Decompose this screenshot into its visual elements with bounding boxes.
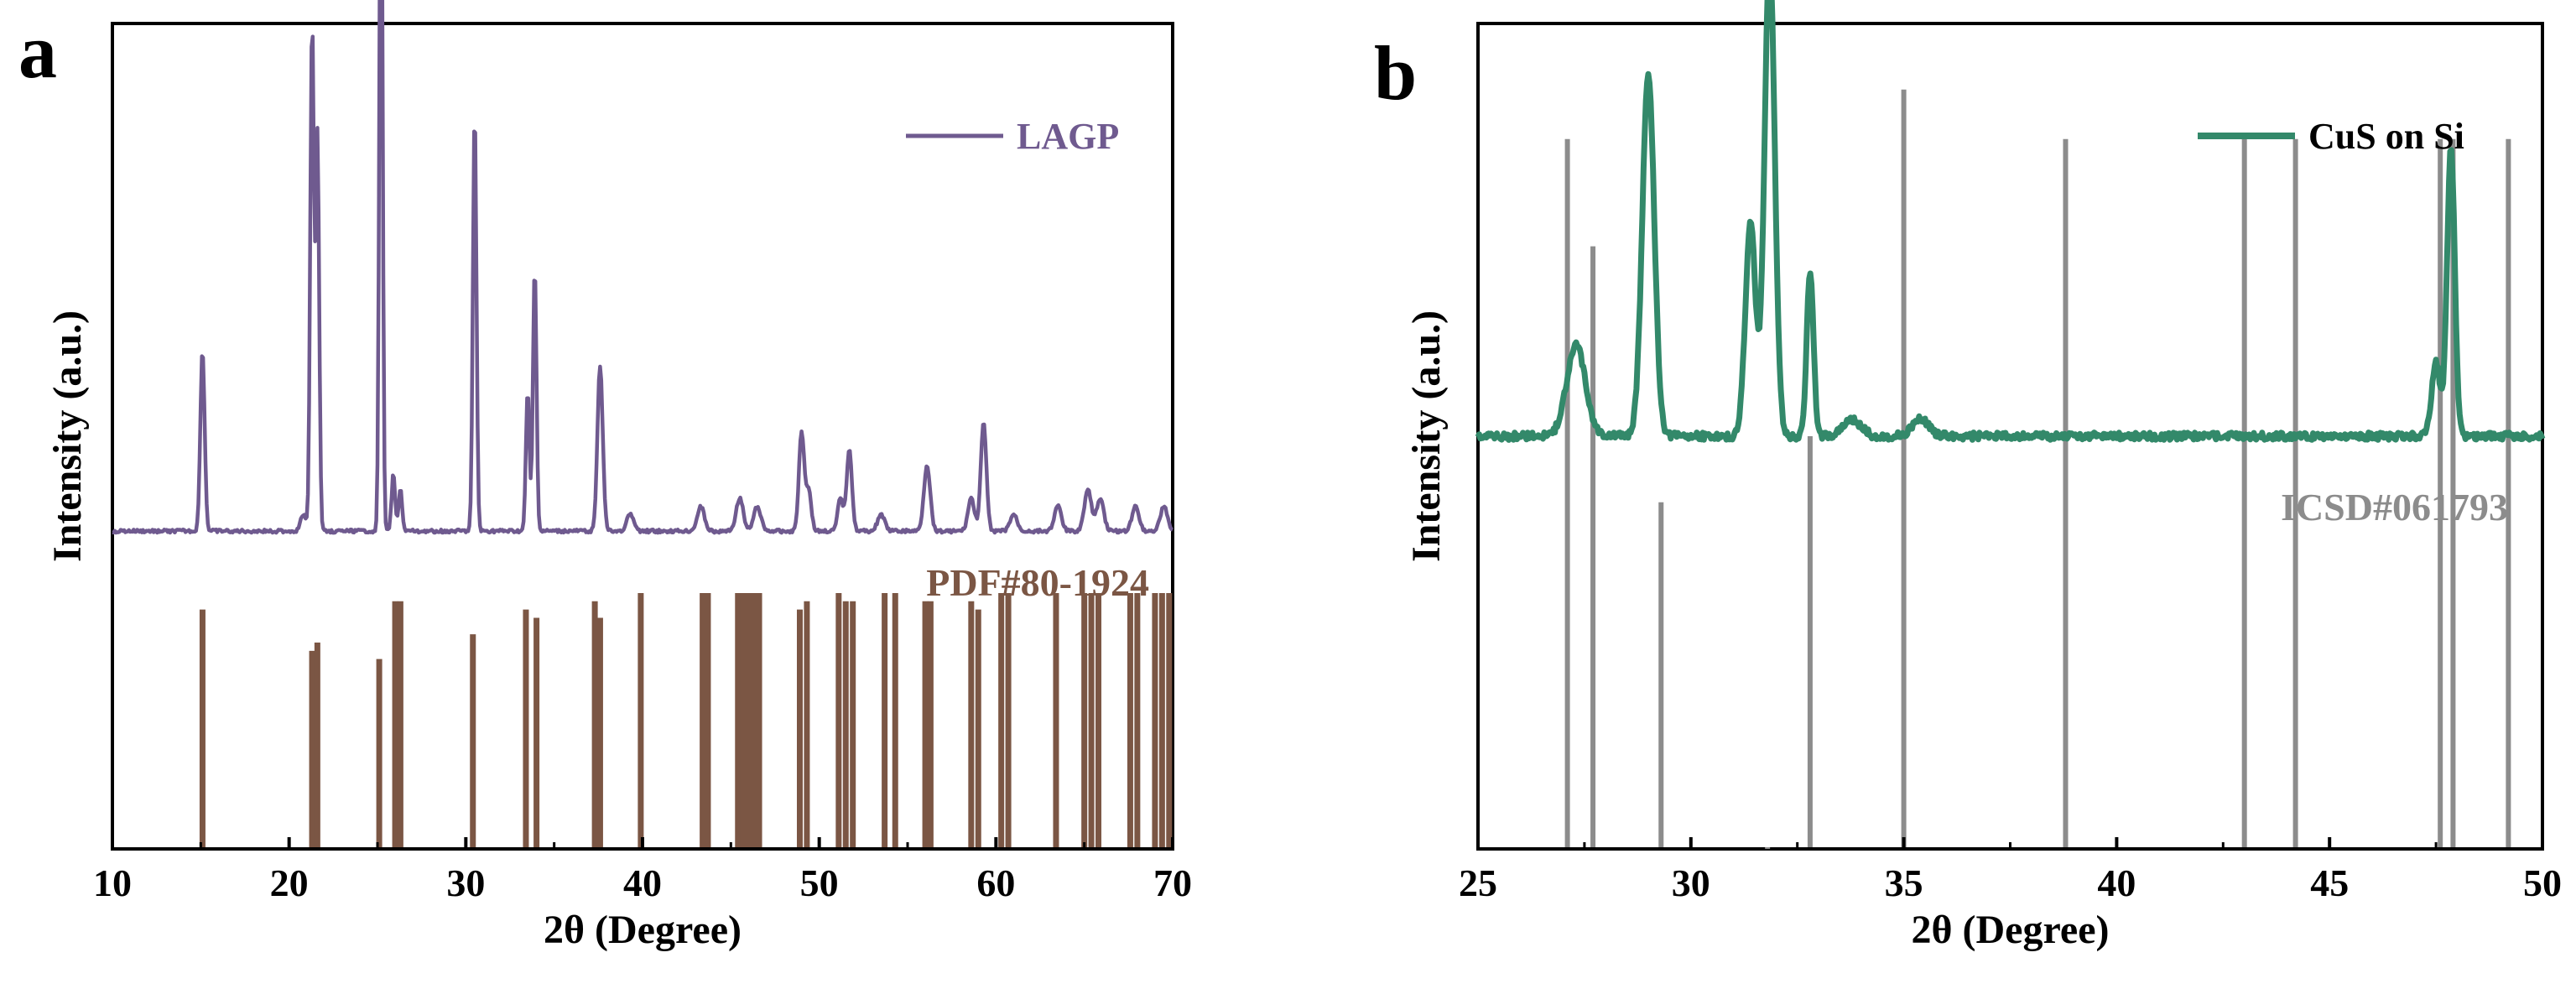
series-line-cus	[1475, 0, 2546, 443]
x-axis-title: 2θ (Degree)	[1911, 908, 2109, 952]
x-tick-label: 45	[2310, 861, 2349, 904]
x-tick-label: 40	[2097, 861, 2136, 904]
legend-label: CuS on Si	[2308, 116, 2464, 157]
legend-label: LAGP	[1017, 116, 1119, 157]
reference-label: ICSD#061793	[2281, 486, 2508, 528]
reference-label: PDF#80-1924	[926, 561, 1149, 604]
x-axis: 10 20 30 40 50 60 70	[93, 837, 1192, 904]
legend: LAGP	[906, 116, 1119, 157]
series-line-lagp	[112, 0, 1174, 535]
x-tick-label: 40	[623, 861, 662, 904]
panel-b-label: b	[1374, 30, 1417, 116]
x-tick-label: 35	[1885, 861, 1923, 904]
legend: CuS on Si	[2198, 116, 2464, 157]
x-tick-label: 30	[446, 861, 485, 904]
reference-pattern	[1564, 89, 2511, 849]
panel-a-label: a	[18, 8, 57, 94]
x-axis-title: 2θ (Degree)	[544, 908, 742, 952]
reference-pattern	[199, 592, 1173, 847]
x-tick-label: 10	[93, 861, 132, 904]
x-axis: 25 30 35 40 45 50	[1459, 837, 2562, 904]
x-tick-label: 25	[1459, 861, 1497, 904]
x-tick-label: 30	[1672, 861, 1710, 904]
x-tick-label: 70	[1153, 861, 1192, 904]
x-tick-label: 60	[976, 861, 1015, 904]
x-tick-label: 20	[270, 861, 309, 904]
x-tick-label: 50	[2523, 861, 2562, 904]
x-tick-label: 50	[800, 861, 839, 904]
panel-b-chart: 25 30 35 40 45 50 2θ (Degree) Intensity (a.u.) C…	[1404, 0, 2562, 952]
panel-a-chart: 10 20 30 40 50 60 70 2θ (Degree) Intensity (a.u.…	[45, 0, 1192, 952]
y-axis-title: Intensity (a.u.)	[45, 310, 90, 562]
y-axis-title: Intensity (a.u.)	[1404, 310, 1449, 562]
